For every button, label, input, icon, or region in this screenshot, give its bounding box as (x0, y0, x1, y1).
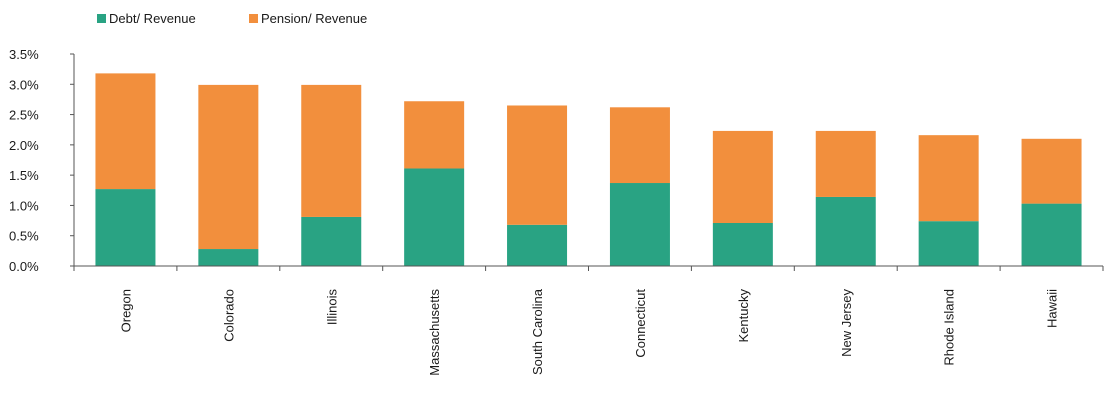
bar-pension-new-jersey (815, 130, 876, 197)
bar-pension-illinois (301, 84, 362, 217)
bar-pension-kentucky (712, 130, 773, 223)
y-tick-label: 0.5% (9, 229, 39, 244)
x-category-label: Colorado (221, 289, 236, 342)
y-tick-label: 2.0% (9, 138, 39, 153)
x-axis: Oregon Colorado Illinois Massachusetts South… (73, 265, 1104, 376)
bar-pension-rhode-island (918, 135, 979, 222)
bar-pension-colorado (198, 84, 259, 250)
bar-debt-massachusetts (404, 168, 465, 266)
x-category-label: Kentucky (736, 289, 751, 343)
x-category-label: Connecticut (633, 289, 648, 358)
y-tick-label: 3.0% (9, 77, 39, 92)
bar-pension-connecticut (609, 107, 670, 184)
bar-debt-oregon (95, 189, 156, 266)
bar-debt-hawaii (1021, 203, 1082, 266)
y-tick-label: 1.0% (9, 198, 39, 213)
legend-label-2: Pension/ Revenue (261, 11, 367, 26)
legend: Debt/ Revenue Pension/ Revenue (97, 11, 367, 26)
legend-swatch-2 (249, 14, 258, 23)
bars (95, 73, 1082, 266)
x-category-label: Rhode Island (942, 289, 957, 366)
bar-debt-new-jersey (815, 196, 876, 266)
x-category-label: Oregon (118, 289, 133, 332)
bar-debt-illinois (301, 216, 362, 266)
y-tick-label: 0.0% (9, 259, 39, 274)
y-tick-label: 3.5% (9, 47, 39, 62)
legend-label-1: Debt/ Revenue (109, 11, 196, 26)
bar-pension-oregon (95, 73, 156, 190)
legend-swatch-1 (97, 14, 106, 23)
y-axis: 0.0% 0.5% 1.0% 1.5% 2.0% 2.5% 3.0% 3.5% (9, 47, 75, 274)
x-category-label: Illinois (324, 289, 339, 326)
bar-debt-rhode-island (918, 221, 979, 266)
bar-debt-kentucky (712, 222, 773, 266)
bar-pension-hawaii (1021, 138, 1082, 204)
x-category-label: New Jersey (839, 289, 854, 357)
bar-pension-south-carolina (507, 105, 568, 225)
bar-pension-massachusetts (404, 101, 465, 169)
x-category-label: Massachusetts (427, 289, 442, 376)
bar-debt-south-carolina (507, 224, 568, 266)
bar-debt-connecticut (609, 183, 670, 266)
bar-debt-colorado (198, 249, 259, 266)
x-category-label: South Carolina (530, 288, 545, 375)
x-category-label: Hawaii (1045, 289, 1060, 328)
y-tick-label: 1.5% (9, 168, 39, 183)
y-tick-label: 2.5% (9, 108, 39, 123)
